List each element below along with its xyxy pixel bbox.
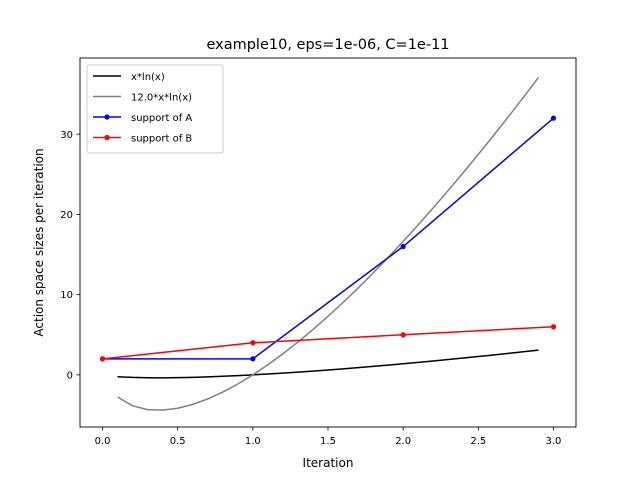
x-tick-label: 0.0 [95,436,111,447]
series-line-1 [117,77,540,411]
data-point [550,115,557,121]
y-tick-label: 30 [60,130,73,141]
data-point [250,356,256,362]
y-axis: 0 10 20 30 [60,130,80,381]
data-point [99,356,106,362]
legend-label-0: x*ln(x) [131,72,165,83]
x-axis-label: Iteration [303,456,354,470]
plot-frame [79,57,577,428]
legend-box [86,64,224,154]
x-tick-label: 1.5 [320,436,336,447]
data-point [400,243,406,250]
series-layer [99,77,557,411]
legend-label-2: support of A [131,113,192,124]
x-tick-label: 1.0 [245,436,261,447]
data-point [250,340,256,346]
y-tick-label: 0 [67,370,73,381]
series-line-3 [102,325,554,360]
data-point [400,332,406,338]
data-point [550,324,557,330]
y-axis-label: Action space sizes per iteration [32,148,46,336]
legend-label-3: support of B [131,134,192,145]
x-tick-label: 2.5 [470,436,486,447]
x-axis: 0.0 0.5 1.0 1.5 2.0 2.5 3.0 [95,427,562,447]
x-tick-label: 2.0 [395,436,411,447]
y-tick-label: 10 [60,290,73,301]
legend: x*ln(x) 12.0*x*ln(x) support of A support o… [86,64,224,154]
series-line-0 [117,349,539,379]
series-line-2 [102,117,554,360]
legend-marker-2 [104,114,110,120]
legend-label-1: 12.0*x*ln(x) [131,93,192,104]
legend-marker-3 [104,134,110,141]
x-tick-label: 3.0 [546,436,562,447]
x-tick-label: 0.5 [170,436,186,447]
chart-title: example10, eps=1e-06, C=1e-11 [206,37,449,53]
y-tick-label: 20 [60,210,73,221]
